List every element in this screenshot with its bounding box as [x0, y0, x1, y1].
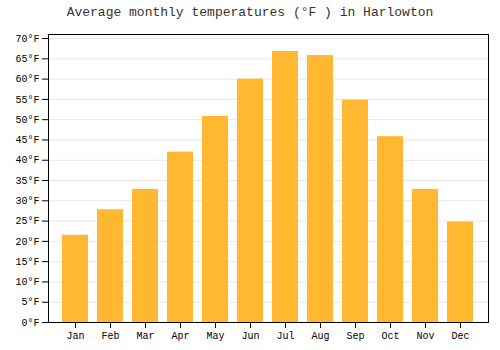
svg-text:40°F: 40°F [15, 155, 39, 166]
svg-text:Dec: Dec [451, 331, 469, 342]
svg-text:10°F: 10°F [15, 277, 39, 288]
svg-text:55°F: 55°F [15, 95, 39, 106]
svg-text:Nov: Nov [416, 331, 434, 342]
svg-text:Oct: Oct [381, 331, 399, 342]
svg-text:5°F: 5°F [21, 297, 39, 308]
svg-text:25°F: 25°F [15, 216, 39, 227]
svg-text:45°F: 45°F [15, 135, 39, 146]
svg-text:0°F: 0°F [21, 318, 39, 329]
svg-text:Jun: Jun [241, 331, 259, 342]
svg-text:Apr: Apr [171, 331, 189, 342]
svg-text:60°F: 60°F [15, 74, 39, 85]
svg-text:Jan: Jan [66, 331, 84, 342]
html-text:Average monthly temperatures (: Average monthly temperatures (°F ) in Ha… [66, 5, 434, 20]
svg-text:Sep: Sep [346, 331, 364, 342]
svg-text:Jul: Jul [276, 331, 294, 342]
svg-text:65°F: 65°F [15, 54, 39, 65]
svg-text:50°F: 50°F [15, 115, 39, 126]
svg-text:20°F: 20°F [15, 237, 39, 248]
svg-text:Mar: Mar [136, 331, 154, 342]
svg-text:15°F: 15°F [15, 257, 39, 268]
svg-text:70°F: 70°F [15, 34, 39, 45]
svg-text:May: May [206, 331, 224, 342]
svg-text:30°F: 30°F [15, 196, 39, 207]
svg-text:35°F: 35°F [15, 176, 39, 187]
svg-text:Feb: Feb [101, 331, 119, 342]
svg-text:Aug: Aug [311, 331, 329, 342]
